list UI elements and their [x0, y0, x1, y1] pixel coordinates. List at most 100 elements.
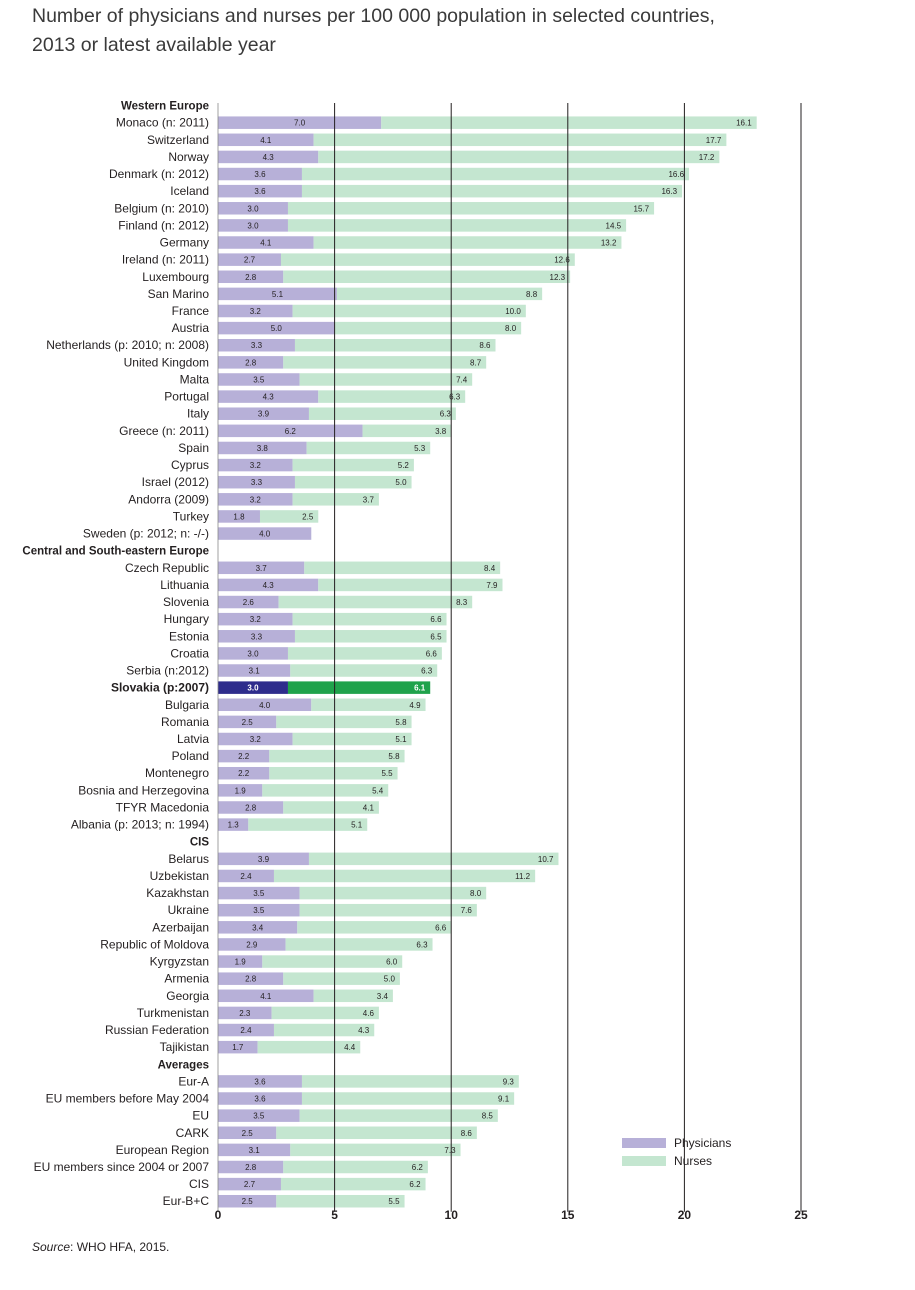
bar-nurses-slovakia-p-2007: [287, 681, 431, 694]
value-label-physicians-eur-b-c: 2.5: [242, 1197, 254, 1206]
bar-physicians-czech-republic: [218, 561, 305, 575]
bar-nurses-czech-republic: [304, 561, 501, 575]
category-label-albania-p-2013-n-1994: Albania (p: 2013; n: 1994): [71, 818, 209, 832]
value-label-nurses-montenegro: 5.5: [381, 769, 393, 778]
bar-nurses-republic-of-moldova: [285, 938, 433, 951]
value-label-physicians-switzerland: 4.1: [260, 136, 272, 145]
category-label-eu-members-before-may-2004: EU members before May 2004: [46, 1092, 210, 1106]
value-label-physicians-tajikistan: 1.7: [232, 1043, 244, 1052]
value-label-physicians-european-region: 3.1: [249, 1146, 261, 1155]
value-label-nurses-ukraine: 7.6: [461, 906, 473, 915]
category-label-belarus: Belarus: [168, 852, 209, 866]
category-label-slovakia-p-2007: Slovakia (p:2007): [111, 681, 209, 695]
value-label-nurses-norway: 17.2: [699, 153, 715, 162]
category-label-san-marino: San Marino: [148, 287, 210, 301]
value-label-physicians-montenegro: 2.2: [238, 769, 250, 778]
category-label-bulgaria: Bulgaria: [165, 698, 209, 712]
bar-nurses-austria: [334, 321, 522, 335]
category-label-latvia: Latvia: [177, 732, 209, 746]
value-label-nurses-belarus: 10.7: [538, 855, 554, 864]
chart-title: Number of physicians and nurses per 100 …: [32, 2, 892, 60]
legend-label-physicians: Physicians: [674, 1136, 731, 1150]
legend-swatch-nurses: [622, 1156, 666, 1166]
bar-physicians-eu-members-before-may-2004: [218, 1092, 302, 1105]
bar-physicians-andorra-2009: [218, 493, 293, 506]
bar-physicians-republic-of-moldova: [218, 938, 286, 951]
category-label-eur-b-c: Eur-B+C: [163, 1194, 210, 1208]
bar-nurses-latvia: [292, 732, 412, 746]
bar-nurses-eur-a: [301, 1075, 519, 1088]
value-label-nurses-eu-members-before-may-2004: 9.1: [498, 1095, 510, 1104]
bar-nurses-poland: [269, 749, 405, 763]
bar-nurses-uzbekistan: [273, 869, 536, 883]
bar-nurses-estonia: [294, 630, 447, 643]
bar-physicians-monaco-n-2011: [218, 116, 382, 129]
value-label-nurses-estonia: 6.5: [430, 632, 442, 641]
category-label-turkmenistan: Turkmenistan: [137, 1006, 209, 1020]
bar-physicians-ireland-n-2011: [218, 253, 281, 266]
bar-nurses-romania: [276, 715, 412, 729]
bar-physicians-montenegro: [218, 766, 270, 780]
value-label-nurses-cis: 6.2: [409, 1180, 421, 1189]
bar-physicians-germany: [218, 236, 314, 249]
bar-nurses-portugal: [318, 390, 466, 403]
value-label-nurses-eu: 8.5: [482, 1112, 494, 1121]
x-tick-label-10: 10: [445, 1208, 459, 1222]
bar-nurses-norway: [318, 150, 720, 164]
group-header-western-europe: Western Europe: [121, 101, 209, 113]
value-label-nurses-germany: 13.2: [601, 239, 617, 248]
bar-physicians-cyprus: [218, 458, 293, 472]
source-label: Source: [32, 1240, 71, 1254]
bar-physicians-belgium-n-2010: [218, 202, 288, 215]
bar-nurses-albania-p-2013-n-1994: [248, 818, 368, 831]
value-label-nurses-andorra-2009: 3.7: [363, 495, 375, 504]
value-label-physicians-iceland: 3.6: [254, 187, 266, 196]
value-label-nurses-eur-b-c: 5.5: [388, 1197, 400, 1206]
bar-nurses-serbia-n-2012: [290, 664, 438, 677]
bar-physicians-eur-b-c: [218, 1194, 277, 1208]
value-label-nurses-israel-2012: 5.0: [395, 478, 407, 487]
value-label-physicians-ireland-n-2011: 2.7: [244, 256, 256, 265]
value-label-nurses-tfyr-macedonia: 4.1: [363, 803, 375, 812]
value-label-nurses-eur-a: 9.3: [503, 1077, 515, 1086]
category-label-kazakhstan: Kazakhstan: [146, 886, 209, 900]
value-label-physicians-republic-of-moldova: 2.9: [246, 940, 258, 949]
bar-nurses-lithuania: [318, 578, 503, 592]
category-label-germany: Germany: [160, 236, 209, 250]
bar-nurses-armenia: [283, 972, 400, 985]
bar-nurses-eu-members-before-may-2004: [301, 1092, 515, 1105]
value-label-physicians-latvia: 3.2: [250, 735, 262, 744]
category-label-croatia: Croatia: [170, 646, 209, 660]
bar-nurses-azerbaijan: [297, 921, 452, 934]
bar-nurses-croatia: [287, 647, 442, 660]
value-label-nurses-hungary: 6.6: [430, 615, 442, 624]
bar-nurses-italy: [308, 407, 456, 420]
chart-title-line-1: Number of physicians and nurses per 100 …: [32, 5, 715, 27]
value-label-nurses-portugal: 6.3: [449, 393, 461, 402]
bar-nurses-european-region: [290, 1143, 461, 1157]
bar-nurses-turkey: [259, 510, 319, 523]
value-label-nurses-kyrgyzstan: 6.0: [386, 958, 398, 967]
bar-nurses-montenegro: [269, 766, 398, 780]
bar-nurses-france: [292, 304, 526, 318]
value-label-nurses-georgia: 3.4: [377, 992, 389, 1001]
legend-swatch-physicians: [622, 1138, 666, 1148]
category-label-spain: Spain: [178, 441, 209, 455]
value-label-nurses-malta: 7.4: [456, 375, 468, 384]
value-label-physicians-kazakhstan: 3.5: [253, 889, 265, 898]
value-label-nurses-turkey: 2.5: [302, 512, 314, 521]
category-label-tajikistan: Tajikistan: [160, 1040, 209, 1054]
bar-nurses-finland-n-2012: [287, 219, 627, 232]
bar-physicians-albania-p-2013-n-1994: [218, 818, 249, 831]
category-label-azerbaijan: Azerbaijan: [152, 920, 209, 934]
category-label-norway: Norway: [168, 150, 209, 164]
bar-physicians-tajikistan: [218, 1040, 258, 1054]
bar-physicians-serbia-n-2012: [218, 664, 291, 677]
bar-nurses-andorra-2009: [292, 493, 379, 506]
bar-nurses-eu: [299, 1109, 498, 1122]
value-label-nurses-kazakhstan: 8.0: [470, 889, 482, 898]
category-label-republic-of-moldova: Republic of Moldova: [100, 937, 209, 951]
value-label-nurses-tajikistan: 4.4: [344, 1043, 356, 1052]
value-label-physicians-finland-n-2012: 3.0: [247, 221, 259, 230]
value-label-nurses-republic-of-moldova: 6.3: [416, 940, 428, 949]
